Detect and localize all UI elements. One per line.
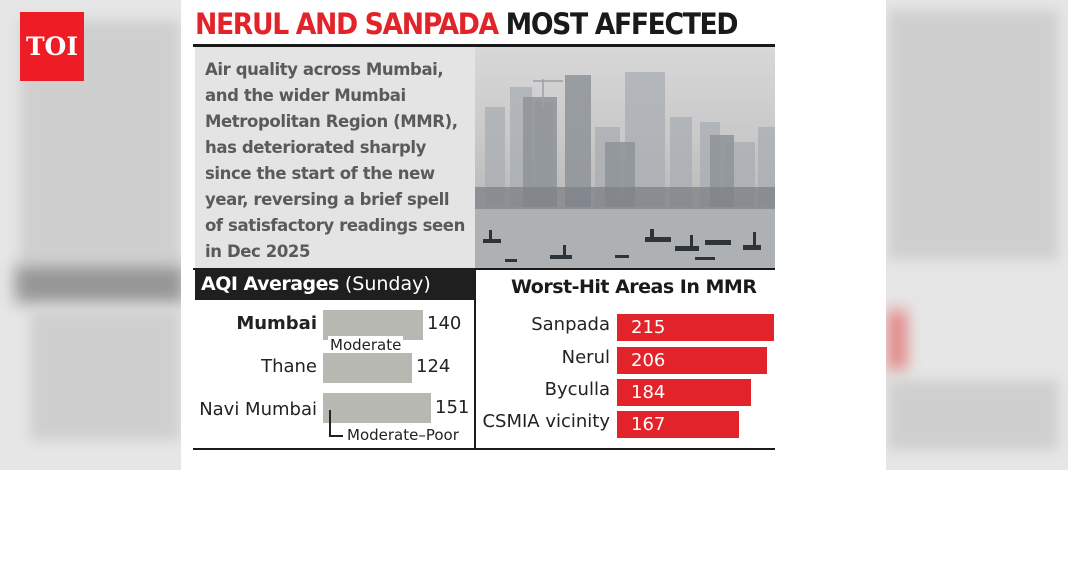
smog-skyline-photo bbox=[475, 47, 775, 269]
aqi-label-thane: Thane bbox=[261, 356, 317, 377]
toi-logo[interactable]: TOI bbox=[20, 12, 84, 81]
aqi-title: AQI Averages bbox=[201, 273, 339, 295]
aqi-note-moderate-poor: Moderate–Poor bbox=[345, 426, 461, 444]
top-rule bbox=[193, 44, 775, 47]
worst-value-byculla: 184 bbox=[631, 382, 666, 403]
aqi-label-mumbai: Mumbai bbox=[236, 313, 317, 334]
worst-bar-byculla bbox=[617, 379, 751, 406]
aqi-value-mumbai: 140 bbox=[427, 313, 462, 334]
aqi-note-moderate: Moderate bbox=[328, 336, 404, 354]
middle-rule bbox=[193, 268, 775, 270]
worst-label-byculla: Byculla bbox=[544, 379, 610, 400]
intro-box: Air quality across Mumbai, and the wider… bbox=[195, 47, 475, 269]
infographic-card: NERUL AND SANPADA MOST AFFECTED Air qual… bbox=[181, 0, 886, 470]
aqi-bar-navi-mumbai bbox=[323, 393, 431, 423]
aqi-header: AQI Averages (Sunday) bbox=[195, 269, 475, 300]
aqi-value-thane: 124 bbox=[416, 356, 451, 377]
aqi-chart: Mumbai 140 Moderate Thane 124 Navi Mumba… bbox=[195, 300, 475, 448]
worst-value-sanpada: 215 bbox=[631, 317, 666, 338]
bottom-rule bbox=[193, 448, 775, 450]
aqi-subtitle: (Sunday) bbox=[344, 273, 431, 295]
worst-value-nerul: 206 bbox=[631, 350, 666, 371]
worst-label-sanpada: Sanpada bbox=[531, 314, 610, 335]
aqi-note-connector bbox=[329, 410, 343, 437]
aqi-value-navi-mumbai: 151 bbox=[435, 397, 470, 418]
worst-label-csmia: CSMIA vicinity bbox=[482, 411, 610, 432]
worst-bar-sanpada bbox=[617, 314, 774, 341]
aqi-bar-mumbai bbox=[323, 310, 423, 340]
worst-hit-title: Worst-Hit Areas In MMR bbox=[511, 276, 757, 298]
divider-vertical bbox=[474, 268, 476, 450]
photo-drawing bbox=[475, 72, 775, 269]
headline-red: NERUL AND SANPADA bbox=[195, 7, 499, 41]
worst-value-csmia: 167 bbox=[631, 414, 666, 435]
headline: NERUL AND SANPADA MOST AFFECTED bbox=[195, 3, 739, 45]
aqi-bar-thane bbox=[323, 353, 412, 383]
worst-bar-nerul bbox=[617, 347, 767, 374]
worst-label-nerul: Nerul bbox=[561, 347, 610, 368]
worst-bar-csmia bbox=[617, 411, 739, 438]
headline-black: MOST AFFECTED bbox=[505, 7, 739, 41]
intro-text: Air quality across Mumbai, and the wider… bbox=[205, 60, 465, 261]
aqi-label-navi-mumbai: Navi Mumbai bbox=[199, 399, 317, 420]
